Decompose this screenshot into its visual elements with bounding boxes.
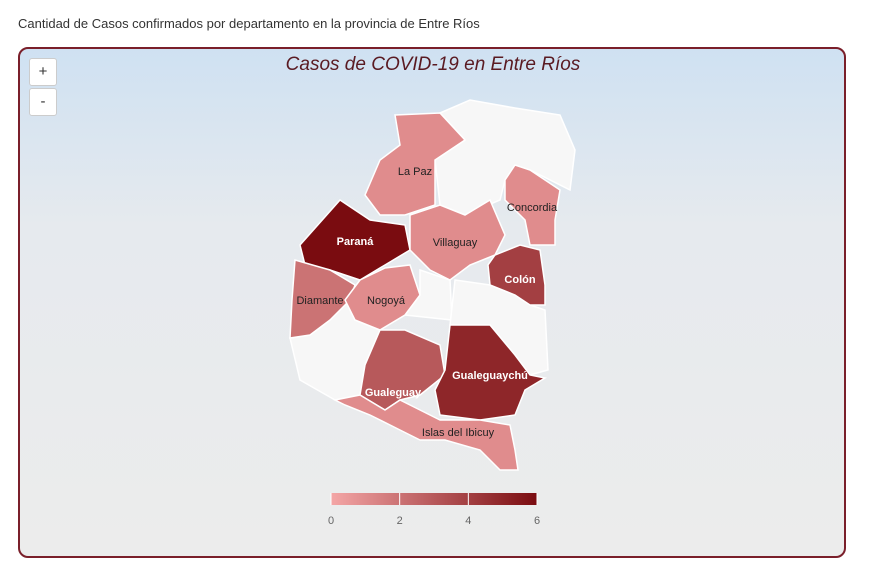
heading: Cantidad de Casos confirmados por depart… [18, 16, 480, 31]
department [332, 394, 519, 471]
department [487, 244, 546, 306]
department [434, 324, 548, 421]
legend-tick-label: 2 [397, 515, 403, 527]
department-label: Paraná [337, 236, 375, 248]
departments [289, 112, 561, 471]
department-labels: La Paz Paraná Villaguay Concordia Colón Diama… [296, 166, 557, 439]
zoom-in-button[interactable]: + [29, 58, 57, 86]
department [359, 329, 446, 411]
department-label: Islas del Ibicuy [422, 427, 495, 439]
legend-bar [331, 493, 537, 505]
legend-tick-label: 6 [534, 515, 540, 527]
department [364, 112, 467, 216]
map-title: Casos de COVID-19 en Entre Ríos [286, 54, 581, 75]
department [344, 264, 421, 331]
legend-tick-label: 0 [328, 515, 334, 527]
department-label: Gualeguay [365, 387, 422, 399]
no-data-regions [289, 99, 576, 401]
department-label: Diamante [296, 295, 343, 307]
department [504, 164, 561, 246]
department-label: Concordia [507, 202, 558, 214]
department [289, 259, 356, 339]
department-label: La Paz [398, 166, 432, 178]
department-label: Nogoyá [367, 295, 406, 307]
zoom-out-button[interactable]: - [29, 88, 57, 116]
department-label: Gualeguaychú [452, 370, 528, 382]
legend-tick-label: 4 [465, 515, 471, 527]
department-label: Villaguay [433, 237, 478, 249]
department-label: Colón [504, 274, 535, 286]
